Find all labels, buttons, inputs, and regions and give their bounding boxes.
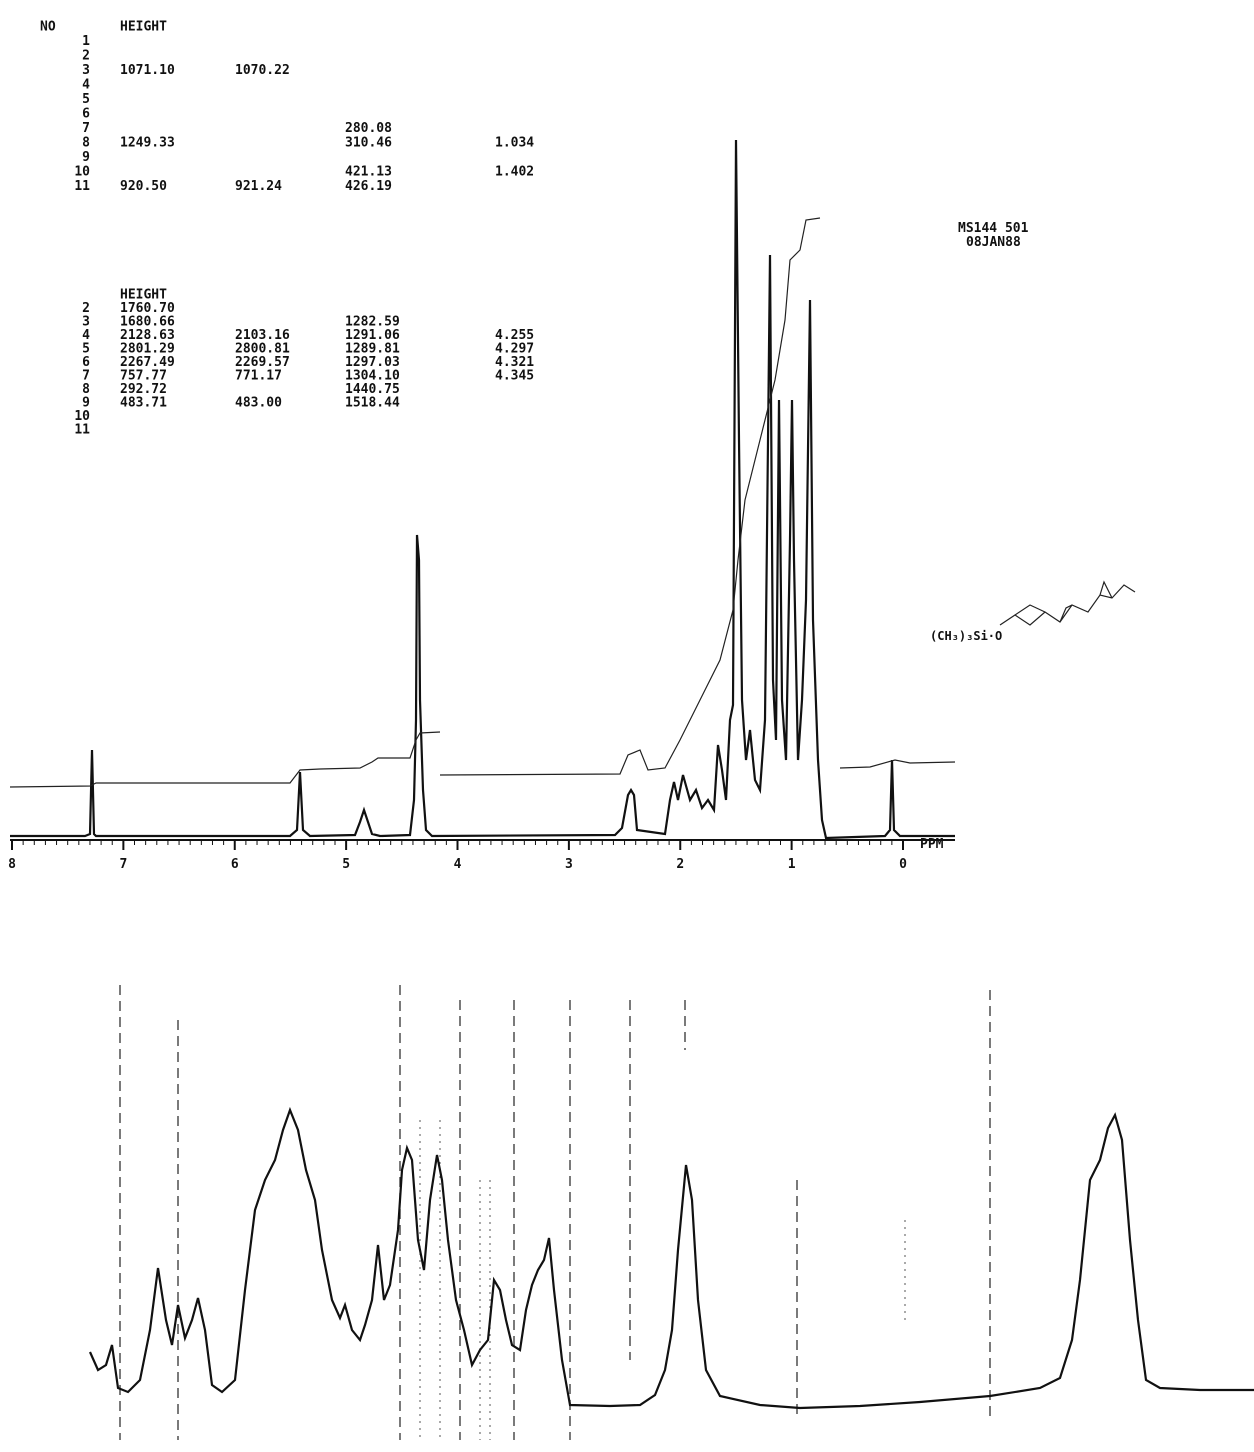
tick-label: 5 [342, 857, 350, 872]
table-cell: 2269.57 [235, 355, 290, 370]
table-cell: 2800.81 [235, 342, 290, 357]
sample-id: MS144 501 [958, 221, 1029, 236]
sample-date: 08JAN88 [966, 235, 1021, 250]
table-cell: 1760.70 [120, 301, 175, 316]
table-cell: 3 [82, 315, 90, 330]
chromatogram [88, 1106, 1254, 1410]
table-cell: 280.08 [345, 121, 392, 136]
table-cell: 426.19 [345, 179, 392, 194]
table-cell: 1297.03 [345, 355, 400, 370]
table-cell: 6 [82, 355, 90, 370]
table-cell: 1518.44 [345, 396, 400, 411]
tick-label: 0 [899, 857, 907, 872]
table-cell: 11 [74, 179, 90, 194]
table-cell: 10 [74, 165, 90, 180]
table-cell: 4.255 [495, 328, 534, 343]
table-cell: 4 [82, 328, 90, 343]
table-cell: 7 [82, 121, 90, 136]
table-cell: 11 [74, 423, 90, 438]
tick-label: 1 [788, 857, 796, 872]
table-header: HEIGHT [120, 288, 167, 303]
tick-label: 6 [231, 857, 239, 872]
table-cell: 4.321 [495, 355, 534, 370]
table-cell: 2128.63 [120, 328, 175, 343]
table-cell: 5 [82, 342, 90, 357]
table-cell: 1.402 [495, 165, 534, 180]
table-cell: 2267.49 [120, 355, 175, 370]
table-cell: 4.297 [495, 342, 534, 357]
table-cell: 1304.10 [345, 369, 400, 384]
tick-label: 2 [676, 857, 684, 872]
axis-unit: PPM [920, 837, 944, 852]
table-cell: 1282.59 [345, 315, 400, 330]
table-cell: 483.00 [235, 396, 282, 411]
table-cell: 2801.29 [120, 342, 175, 357]
structure [999, 580, 1136, 626]
table-cell: 1680.66 [120, 315, 175, 330]
table-cell: 4 [82, 78, 90, 93]
table-cell: 8 [82, 382, 90, 397]
table-cell: 421.13 [345, 165, 392, 180]
table-cell: 8 [82, 136, 90, 151]
table-cell: 7 [82, 369, 90, 384]
table-cell: 1289.81 [345, 342, 400, 357]
table-cell: 3 [82, 63, 90, 78]
table-cell: 1249.33 [120, 136, 175, 151]
table-cell: 2103.16 [235, 328, 290, 343]
table-cell: 2 [82, 49, 90, 64]
table-cell: 5 [82, 92, 90, 107]
table-header: NO [40, 20, 56, 35]
table-cell: 921.24 [235, 179, 282, 194]
table-cell: 310.46 [345, 136, 392, 151]
table-header: HEIGHT [120, 20, 167, 35]
table-cell: 4.345 [495, 369, 534, 384]
table-cell: 1.034 [495, 136, 534, 151]
grid-lines [119, 985, 991, 1440]
table-cell: 1 [82, 34, 90, 49]
table-cell: 292.72 [120, 382, 167, 397]
table-cell: 1070.22 [235, 63, 290, 78]
tick-label: 8 [8, 857, 16, 872]
table-cell: 757.77 [120, 369, 167, 384]
structure-label: (CH₃)₃Si·O [930, 629, 1002, 643]
table-cell: 9 [82, 150, 90, 165]
table-cell: 1440.75 [345, 382, 400, 397]
tick-label: 3 [565, 857, 573, 872]
table-cell: 1291.06 [345, 328, 400, 343]
spectrum [10, 139, 955, 840]
table-cell: 771.17 [235, 369, 282, 384]
table-cell: 920.50 [120, 179, 167, 194]
table-cell: 1071.10 [120, 63, 175, 78]
tick-label: 7 [119, 857, 127, 872]
integral [9, 217, 956, 788]
table-cell: 2 [82, 301, 90, 316]
table-cell: 6 [82, 107, 90, 122]
table-cell: 483.71 [120, 396, 167, 411]
tick-label: 4 [454, 857, 462, 872]
table-cell: 10 [74, 409, 90, 424]
table-cell: 9 [82, 396, 90, 411]
